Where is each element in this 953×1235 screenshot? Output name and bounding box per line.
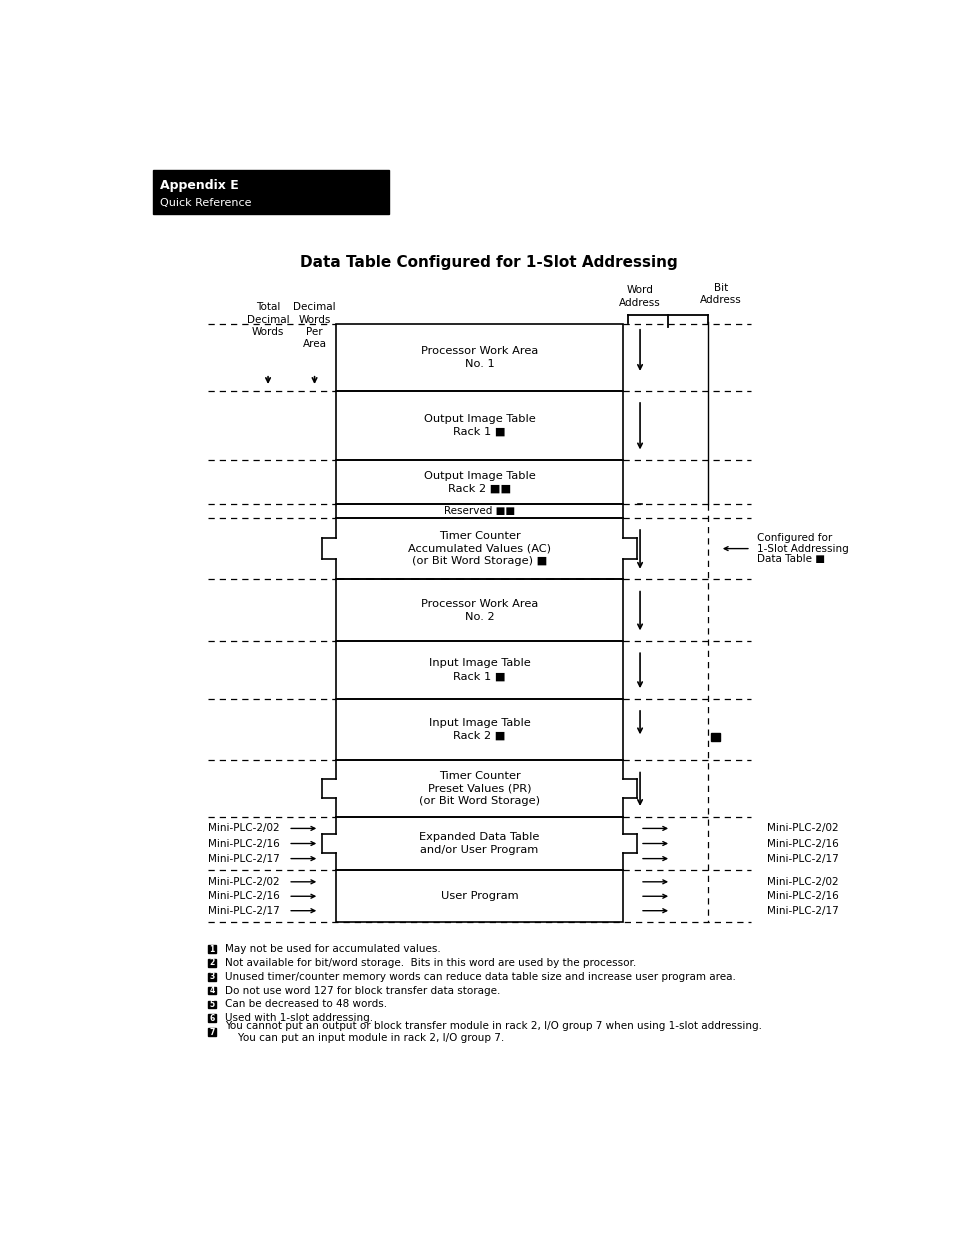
Bar <box>335 324 622 390</box>
Bar <box>335 390 622 461</box>
Text: User Program: User Program <box>440 892 517 902</box>
Text: 2: 2 <box>210 958 214 967</box>
Text: Not available for bit/word storage.  Bits in this word are used by the processor: Not available for bit/word storage. Bits… <box>225 958 636 968</box>
Text: Mini-PLC-2/02: Mini-PLC-2/02 <box>208 877 280 887</box>
Text: Processor Work Area
No. 1: Processor Work Area No. 1 <box>420 346 537 369</box>
Text: Mini-PLC-2/16: Mini-PLC-2/16 <box>208 839 280 848</box>
Text: Mini-PLC-2/02: Mini-PLC-2/02 <box>766 877 838 887</box>
Text: Total
Decimal
Words: Total Decimal Words <box>247 303 289 337</box>
Text: Used with 1-slot addressing.: Used with 1-slot addressing. <box>225 1013 374 1024</box>
Bar <box>208 1029 216 1036</box>
Bar <box>208 973 216 981</box>
Bar <box>208 1014 216 1023</box>
Text: Processor Work Area
No. 2: Processor Work Area No. 2 <box>420 599 537 621</box>
Text: Mini-PLC-2/16: Mini-PLC-2/16 <box>766 892 838 902</box>
Text: Mini-PLC-2/17: Mini-PLC-2/17 <box>766 853 838 863</box>
Text: 1: 1 <box>210 945 214 953</box>
Text: Mini-PLC-2/16: Mini-PLC-2/16 <box>766 839 838 848</box>
Text: Appendix E: Appendix E <box>160 179 239 191</box>
Text: Unused timer/counter memory words can reduce data table size and increase user p: Unused timer/counter memory words can re… <box>225 972 736 982</box>
Bar <box>335 504 622 517</box>
Text: Expanded Data Table
and/or User Program: Expanded Data Table and/or User Program <box>419 832 539 855</box>
Text: Input Image Table
Rack 1 ■: Input Image Table Rack 1 ■ <box>428 658 530 682</box>
Text: Data Table Configured for 1-Slot Addressing: Data Table Configured for 1-Slot Address… <box>300 254 677 269</box>
Text: 7: 7 <box>210 1028 214 1036</box>
Text: 4: 4 <box>210 986 214 995</box>
Text: Word
Address: Word Address <box>618 285 660 308</box>
Bar <box>208 945 216 953</box>
Text: 6: 6 <box>210 1014 214 1023</box>
Text: Configured for: Configured for <box>757 532 831 543</box>
Text: Quick Reference: Quick Reference <box>160 198 252 207</box>
Text: 1-Slot Addressing: 1-Slot Addressing <box>757 543 848 553</box>
Bar <box>208 960 216 967</box>
Text: Data Table ■: Data Table ■ <box>757 555 824 564</box>
Text: 3: 3 <box>210 972 214 982</box>
Text: Decimal
Words
Per
Area: Decimal Words Per Area <box>293 303 335 350</box>
Text: Mini-PLC-2/02: Mini-PLC-2/02 <box>208 824 280 834</box>
Text: May not be used for accumulated values.: May not be used for accumulated values. <box>225 944 440 953</box>
Bar <box>152 169 389 214</box>
Text: Do not use word 127 for block transfer data storage.: Do not use word 127 for block transfer d… <box>225 986 500 995</box>
Text: Timer Counter
Accumulated Values (AC)
(or Bit Word Storage) ■: Timer Counter Accumulated Values (AC) (o… <box>408 531 551 567</box>
Text: Output Image Table
Rack 2 ■■: Output Image Table Rack 2 ■■ <box>423 471 535 494</box>
Bar <box>335 699 622 761</box>
Text: Mini-PLC-2/16: Mini-PLC-2/16 <box>208 892 280 902</box>
Bar <box>208 987 216 994</box>
Text: Can be decreased to 48 words.: Can be decreased to 48 words. <box>225 999 387 1009</box>
Text: Mini-PLC-2/17: Mini-PLC-2/17 <box>208 905 280 915</box>
Text: Output Image Table
Rack 1 ■: Output Image Table Rack 1 ■ <box>423 414 535 437</box>
Text: Mini-PLC-2/17: Mini-PLC-2/17 <box>208 853 280 863</box>
Bar <box>208 1000 216 1008</box>
Bar <box>335 641 622 699</box>
Text: You cannot put an output or block transfer module in rack 2, I/O group 7 when us: You cannot put an output or block transf… <box>225 1021 761 1044</box>
Bar <box>711 732 720 741</box>
Text: Input Image Table
Rack 2 ■: Input Image Table Rack 2 ■ <box>428 718 530 741</box>
Bar <box>335 579 622 641</box>
Text: Reserved ■■: Reserved ■■ <box>443 506 515 516</box>
Text: Timer Counter
Preset Values (PR)
(or Bit Word Storage): Timer Counter Preset Values (PR) (or Bit… <box>418 771 539 806</box>
Text: Bit
Address: Bit Address <box>700 283 740 305</box>
Bar <box>335 461 622 504</box>
Text: 5: 5 <box>210 1000 214 1009</box>
Text: Mini-PLC-2/17: Mini-PLC-2/17 <box>766 905 838 915</box>
Text: Mini-PLC-2/02: Mini-PLC-2/02 <box>766 824 838 834</box>
Bar <box>335 871 622 923</box>
